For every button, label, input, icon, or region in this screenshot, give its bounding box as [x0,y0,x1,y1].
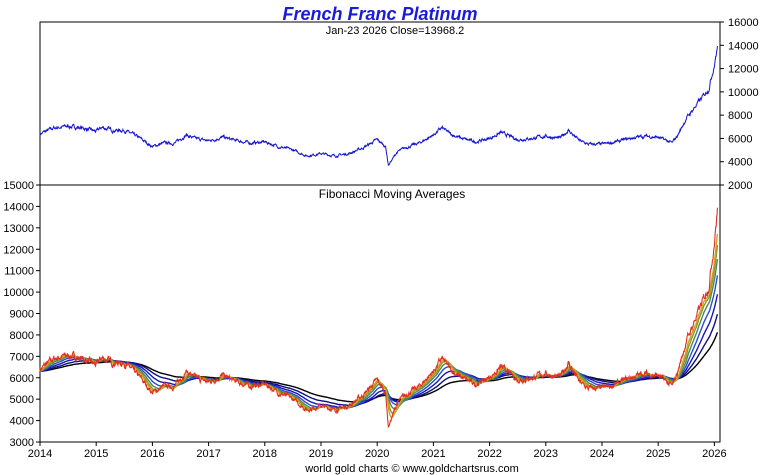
x-tick-label: 2025 [646,448,670,460]
moving-average-line [39,207,718,429]
price-line [39,45,718,167]
moving-average-line [40,275,719,410]
top-y-tick-label: 16000 [728,17,759,29]
x-tick-label: 2017 [196,448,220,460]
bottom-y-tick-label: 9000 [10,309,34,321]
top-y-tick-label: 6000 [728,133,752,145]
bottom-y-tick-label: 3000 [10,437,34,449]
x-tick-label: 2016 [140,448,164,460]
x-tick-label: 2021 [421,448,445,460]
top-y-tick-label: 14000 [728,40,759,52]
x-tick-label: 2018 [253,448,277,460]
x-tick-label: 2019 [309,448,333,460]
bottom-y-tick-label: 5000 [10,394,34,406]
top-y-tick-label: 2000 [728,180,752,192]
bottom-y-tick-label: 15000 [3,180,34,192]
bottom-y-tick-label: 14000 [3,201,34,213]
top-y-tick-label: 4000 [728,157,752,169]
x-tick-label: 2014 [28,448,52,460]
bottom-y-tick-label: 10000 [3,287,34,299]
bottom-y-tick-label: 6000 [10,373,34,385]
moving-average-line [40,314,719,406]
x-tick-label: 2015 [84,448,108,460]
top-y-tick-label: 10000 [728,87,759,99]
x-tick-label: 2024 [590,448,614,460]
moving-average-line [40,294,719,408]
bottom-y-tick-label: 11000 [4,266,34,278]
x-tick-label: 2022 [477,448,501,460]
moving-average-line [40,332,719,403]
panel-title-moving-averages: Fibonacci Moving Averages [319,187,466,201]
bottom-y-tick-label: 4000 [10,416,34,428]
x-tick-label: 2023 [534,448,558,460]
chart-subtitle: Jan-23 2026 Close=13968.2 [326,25,465,37]
moving-average-line [39,233,719,419]
bottom-y-tick-label: 13000 [3,223,34,235]
bottom-y-tick-label: 12000 [3,244,34,256]
x-tick-label: 2026 [702,448,726,460]
bottom-y-tick-label: 8000 [10,330,34,342]
top-y-tick-label: 8000 [728,110,752,122]
bottom-panel-frame [39,184,721,443]
top-y-tick-label: 12000 [728,64,759,76]
footer-credit: world gold charts © www.goldchartsrus.co… [304,463,519,475]
bottom-y-tick-label: 7000 [10,351,34,363]
moving-average-line [39,259,719,411]
x-tick-label: 2020 [365,448,389,460]
top-panel-frame [39,21,721,186]
chart-title: French Franc Platinum [282,4,477,24]
